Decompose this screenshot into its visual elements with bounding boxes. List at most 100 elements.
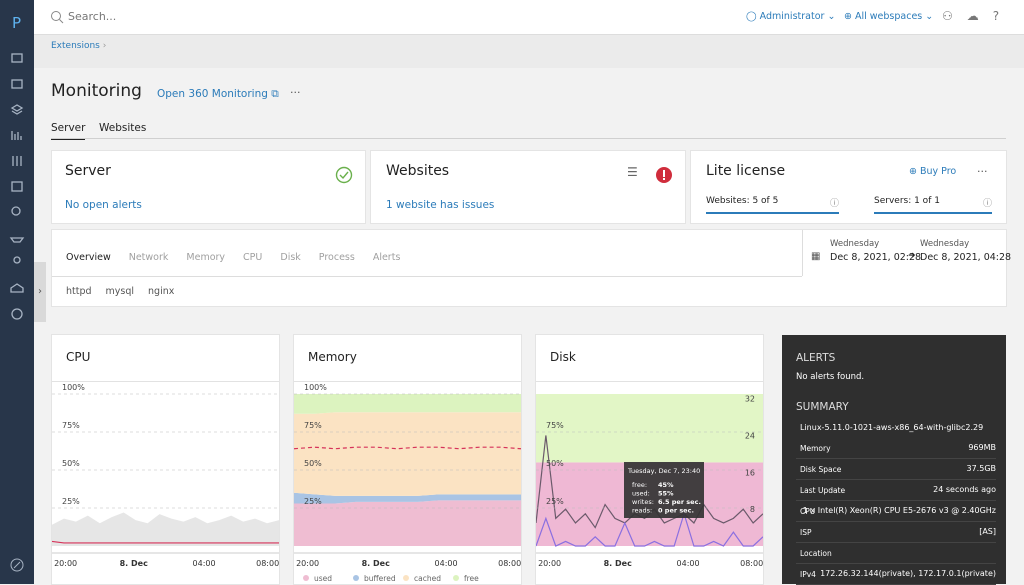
view-tab[interactable]: Process — [318, 252, 355, 263]
icon[interactable] — [11, 53, 23, 63]
stack-area — [536, 394, 763, 463]
summary-key: IPv4 — [800, 570, 816, 579]
buy-pro-text[interactable]: Buy Pro — [919, 166, 957, 177]
summary-key: ISP — [800, 528, 812, 537]
line — [52, 540, 279, 544]
date: Dec 8, 2021, 04:28 — [920, 252, 1012, 263]
icon[interactable] — [11, 308, 23, 320]
legend-label: free — [464, 574, 479, 583]
meter-label: Servers: 1 of 1 — [874, 196, 940, 206]
user-menu[interactable]: ◯ Administrator ⌄ — [746, 11, 836, 22]
x-tick-label: 8. Dec — [120, 559, 148, 568]
view-tabs: Overview Network Memory CPU Disk Process Alert… — [66, 252, 418, 263]
sidebar-toggle[interactable]: › — [34, 262, 46, 322]
error-icon — [656, 167, 672, 183]
x-tick-label: 8. Dec — [604, 559, 632, 568]
icon[interactable] — [10, 283, 24, 293]
calendar-icon[interactable]: ▦ — [811, 251, 821, 262]
y-tick-label: 100% — [62, 383, 85, 392]
icon[interactable] — [13, 256, 21, 264]
x-tick-label: 20:00 — [54, 559, 77, 568]
logo[interactable]: P — [12, 14, 22, 32]
topbar: Search... ◯ Administrator ⌄ ⊕ All webspa… — [34, 0, 1024, 35]
views-panel: Overview Network Memory CPU Disk Process Alert… — [52, 230, 1011, 306]
more-button[interactable]: ··· — [977, 165, 988, 178]
icon[interactable] — [12, 156, 22, 166]
open-360-link[interactable]: Open 360 Monitoring ⧉ — [157, 88, 279, 100]
icon[interactable] — [11, 131, 22, 140]
summary-key: Memory — [800, 444, 831, 453]
list-icon[interactable]: ☰ — [627, 165, 638, 179]
breadcrumb-item[interactable]: Extensions — [51, 41, 100, 51]
y-tick-label: 25% — [546, 497, 564, 506]
chart-card: CPU 100% 75% 50% 25% 20:00 8. Dec 04:00 08:00 — [52, 335, 279, 584]
y-tick-label: 75% — [546, 421, 564, 430]
card-title: Lite license — [706, 163, 786, 179]
chart-card: Disk 75% 50% 25% 32 24 16 8 20:00 8. Dec 04:00 08:0… — [536, 335, 763, 584]
icon[interactable] — [10, 104, 24, 115]
tooltip-key: free: — [632, 481, 647, 489]
breadcrumb[interactable]: Extensions › — [51, 41, 107, 51]
card-status[interactable]: 1 website has issues — [386, 199, 495, 211]
process-tab[interactable]: mysql — [105, 286, 135, 297]
x-tick-label: 04:00 — [193, 559, 216, 568]
process-tab[interactable]: httpd — [66, 286, 92, 297]
chart-plot: 100% 75% 50% 25% 20:00 8. Dec 04:00 08:00 used bu… — [294, 382, 521, 583]
chart-rule — [536, 381, 763, 382]
page-title: Monitoring — [51, 81, 142, 101]
legend-swatch — [403, 575, 409, 581]
tooltip-box — [624, 462, 704, 518]
day: Wednesday — [920, 239, 970, 249]
range-from[interactable]: Wednesday Dec 8, 2021, 02:28 — [830, 237, 921, 265]
server-card: Server No open alerts — [52, 151, 365, 223]
meter: Websites: 5 of 5 ⓘ — [706, 196, 839, 214]
chart-card: Memory 100% 75% 50% 25% 20:00 8. Dec 04:00 08:00… — [294, 335, 521, 584]
tooltip-value: 45% — [658, 481, 674, 489]
view-tab[interactable]: Network — [128, 252, 169, 263]
x-tick-label: 04:00 — [677, 559, 700, 568]
summary-key: Disk Space — [800, 465, 842, 474]
tooltip-title: Tuesday, Dec 7, 23:40 — [627, 467, 700, 475]
alerts-panel: ALERTS No alerts found. SUMMARY Linux-5.… — [782, 335, 1006, 585]
view-tab[interactable]: Disk — [280, 252, 301, 263]
search-icon — [51, 11, 64, 24]
top-icons[interactable]: ⚇☁? — [942, 9, 1014, 23]
x-tick-label: 08:00 — [740, 559, 763, 568]
icon[interactable] — [11, 79, 23, 89]
view-tab[interactable]: CPU — [243, 252, 263, 263]
search-input[interactable]: Search... — [68, 10, 117, 23]
buy-pro[interactable]: ⊕ Buy Pro — [909, 166, 957, 177]
webspace-menu[interactable]: ⊕ All webspaces ⌄ — [844, 11, 934, 22]
chart-title: Memory — [308, 350, 357, 364]
card-status[interactable]: No open alerts — [65, 199, 142, 211]
summary-value: 37.5GB — [966, 464, 997, 473]
card-title: Websites — [386, 163, 450, 179]
view-tab[interactable]: Alerts — [372, 252, 401, 263]
tab-websites[interactable]: Websites — [99, 122, 147, 134]
arrow: ➜ — [908, 251, 916, 261]
stack-area — [294, 500, 521, 546]
date: Dec 8, 2021, 02:28 — [830, 252, 922, 263]
view-tab[interactable]: Overview — [66, 252, 111, 263]
more-button[interactable]: ··· — [290, 86, 301, 99]
legend-label: cached — [414, 574, 441, 583]
row-rule — [796, 500, 996, 501]
process-tab[interactable]: nginx — [148, 286, 175, 297]
link-text[interactable]: Open 360 Monitoring — [157, 88, 268, 100]
tooltip-value: 55% — [658, 490, 674, 498]
dashed-line — [294, 446, 521, 450]
tab-server[interactable]: Server — [51, 122, 86, 140]
range-to[interactable]: Wednesday Dec 8, 2021, 04:28 — [920, 237, 1011, 265]
icon[interactable] — [11, 206, 21, 216]
chart-plot: 75% 50% 25% 32 24 16 8 20:00 8. Dec 04:00 08:00 Tue… — [536, 382, 763, 568]
collapse-icon[interactable] — [0, 555, 34, 575]
row-rule — [796, 458, 996, 459]
view-tab[interactable]: Memory — [186, 252, 226, 263]
ok-icon — [335, 166, 353, 184]
legend-swatch — [303, 575, 309, 581]
icon[interactable] — [9, 237, 25, 243]
process-tabs: httpd mysql nginx — [66, 286, 188, 297]
y2-tick-label: 24 — [745, 431, 755, 440]
icon[interactable] — [11, 181, 23, 192]
